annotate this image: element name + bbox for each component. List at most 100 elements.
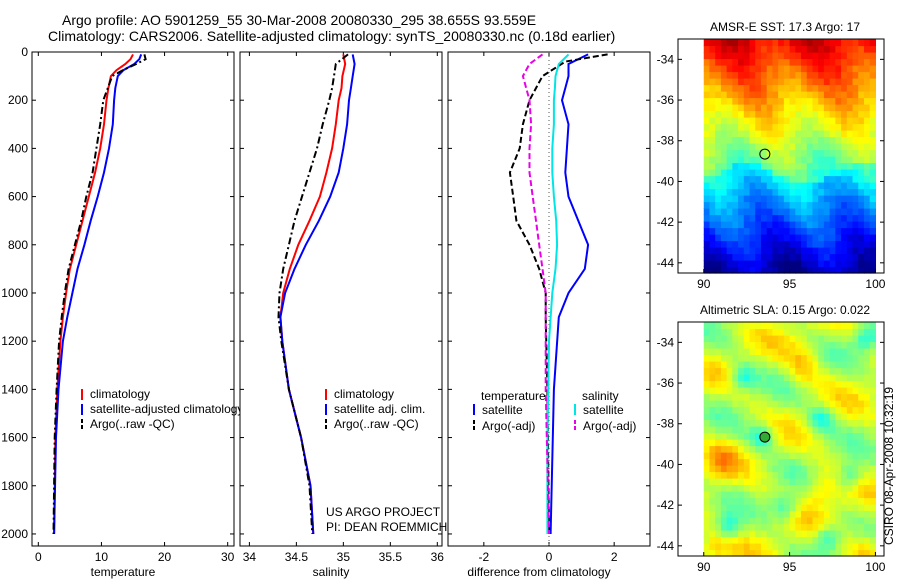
heatmap-cell — [863, 452, 871, 460]
heatmap-cell — [806, 400, 814, 408]
heatmap-cell — [703, 491, 711, 499]
heatmap-cell — [738, 393, 745, 401]
legend-title-salinity: salinity — [582, 389, 619, 403]
heatmap-cell — [766, 253, 774, 261]
series-line-argo-raw-qc- — [52, 54, 147, 535]
heatmap-cell — [869, 484, 877, 492]
heatmap-cell — [778, 361, 785, 369]
heatmap-cell — [778, 452, 785, 460]
heatmap-cell — [709, 465, 716, 473]
heatmap-cell — [743, 110, 751, 118]
heatmap-cell — [812, 439, 819, 447]
y-tick-label: -34 — [657, 335, 675, 349]
heatmap-cell — [732, 136, 739, 144]
heatmap-cell — [823, 175, 831, 183]
heatmap-cell — [778, 58, 785, 66]
heatmap-cell — [841, 458, 848, 466]
heatmap-cell — [738, 549, 745, 557]
heatmap-cell — [835, 504, 842, 512]
heatmap-cell — [778, 208, 785, 216]
y-tick-label: -36 — [657, 376, 675, 390]
heatmap-cell — [846, 504, 854, 512]
heatmap-cell — [863, 39, 871, 47]
heatmap-cell — [852, 91, 859, 99]
heatmap-cell — [766, 510, 774, 518]
heatmap-cell — [835, 348, 842, 356]
y-tick-label: 200 — [8, 93, 28, 107]
heatmap-cell — [709, 71, 716, 79]
heatmap-cell — [812, 341, 819, 349]
heatmap-cell — [789, 484, 796, 492]
heatmap-cell — [835, 484, 842, 492]
heatmap-cell — [772, 426, 779, 434]
heatmap-cell — [749, 413, 756, 421]
heatmap-cell — [726, 517, 733, 525]
heatmap-cell — [743, 530, 751, 538]
heatmap-cell — [806, 504, 814, 512]
heatmap-cell — [715, 91, 722, 99]
heatmap-cell — [806, 149, 814, 157]
heatmap-cell — [703, 201, 711, 209]
heatmap-cell — [806, 361, 814, 369]
heatmap-cell — [783, 549, 791, 557]
heatmap-cell — [841, 380, 848, 388]
heatmap-cell — [863, 195, 871, 203]
heatmap-cell — [726, 117, 733, 125]
heatmap-cell — [846, 348, 854, 356]
heatmap-cell — [709, 162, 716, 170]
heatmap-cell — [789, 497, 796, 505]
heatmap-cell — [709, 400, 716, 408]
heatmap-cell — [783, 195, 791, 203]
heatmap-cell — [846, 465, 854, 473]
heatmap-cell — [749, 182, 756, 190]
heatmap-cell — [783, 328, 791, 336]
heatmap-cell — [749, 71, 756, 79]
heatmap-cell — [823, 439, 831, 447]
heatmap-cell — [772, 504, 779, 512]
heatmap-cell — [818, 536, 825, 544]
heatmap-cell — [726, 247, 733, 255]
heatmap-cell — [818, 484, 825, 492]
heatmap-cell — [823, 406, 831, 414]
heatmap-cell — [801, 452, 808, 460]
heatmap-cell — [841, 247, 848, 255]
heatmap-cell — [783, 543, 791, 551]
heatmap-cell — [726, 354, 733, 362]
heatmap-cell — [863, 260, 871, 268]
heatmap-cell — [806, 58, 814, 66]
heatmap-cell — [818, 175, 825, 183]
heatmap-cell — [760, 214, 768, 222]
heatmap-cell — [869, 97, 877, 105]
heatmap-cell — [795, 387, 802, 395]
heatmap-cell — [863, 91, 871, 99]
heatmap-cell — [863, 419, 871, 427]
heatmap-cell — [869, 361, 877, 369]
heatmap-cell — [823, 195, 831, 203]
heatmap-cell — [852, 52, 859, 60]
heatmap-cell — [732, 367, 739, 375]
heatmap-cell — [715, 71, 722, 79]
x-tick-label: 95 — [783, 560, 797, 574]
heatmap-cell — [823, 110, 831, 118]
heatmap-cell — [846, 84, 854, 92]
heatmap-cell — [749, 240, 756, 248]
heatmap-cell — [801, 439, 808, 447]
heatmap-cell — [772, 91, 779, 99]
heatmap-cell — [863, 478, 871, 486]
heatmap-cell — [795, 221, 802, 229]
heatmap-cell — [863, 78, 871, 86]
heatmap-cell — [806, 227, 814, 235]
heatmap-cell — [720, 400, 728, 408]
heatmap-cell — [755, 182, 762, 190]
heatmap-cell — [829, 136, 836, 144]
heatmap-cell — [818, 478, 825, 486]
heatmap-cell — [801, 354, 808, 362]
heatmap-cell — [783, 536, 791, 544]
heatmap-cell — [789, 162, 796, 170]
legend-entry-label: Argo(-adj) — [583, 419, 636, 433]
heatmap-cell — [760, 393, 768, 401]
heatmap-cell — [852, 247, 859, 255]
heatmap-cell — [709, 182, 716, 190]
heatmap-cell — [841, 426, 848, 434]
heatmap-cell — [852, 143, 859, 151]
